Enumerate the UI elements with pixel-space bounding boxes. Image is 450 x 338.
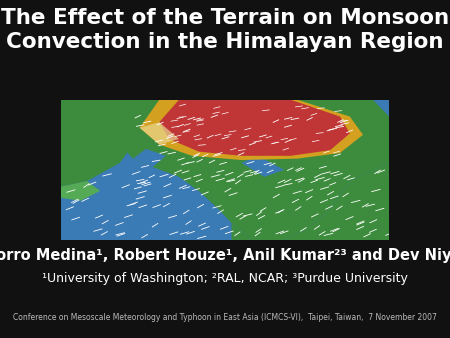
Polygon shape xyxy=(140,122,179,145)
Polygon shape xyxy=(61,181,100,201)
Polygon shape xyxy=(120,100,389,240)
Polygon shape xyxy=(61,100,146,187)
Polygon shape xyxy=(159,100,350,156)
Polygon shape xyxy=(133,149,166,167)
Polygon shape xyxy=(241,156,284,177)
Polygon shape xyxy=(232,223,251,240)
Text: Conference on Mesoscale Meteorology and Typhoon in East Asia (ICMCS-VI),  Taipei: Conference on Mesoscale Meteorology and … xyxy=(13,313,437,322)
Polygon shape xyxy=(140,100,363,160)
Polygon shape xyxy=(284,163,389,240)
Text: ¹University of Washington; ²RAL, NCAR; ³Purdue University: ¹University of Washington; ²RAL, NCAR; ³… xyxy=(42,272,408,285)
Text: The Effect of the Terrain on Monsoon
Convection in the Himalayan Region: The Effect of the Terrain on Monsoon Con… xyxy=(1,8,449,52)
Text: Socorro Medina¹, Robert Houze¹, Anil Kumar²³ and Dev Niyogi³: Socorro Medina¹, Robert Houze¹, Anil Kum… xyxy=(0,248,450,263)
